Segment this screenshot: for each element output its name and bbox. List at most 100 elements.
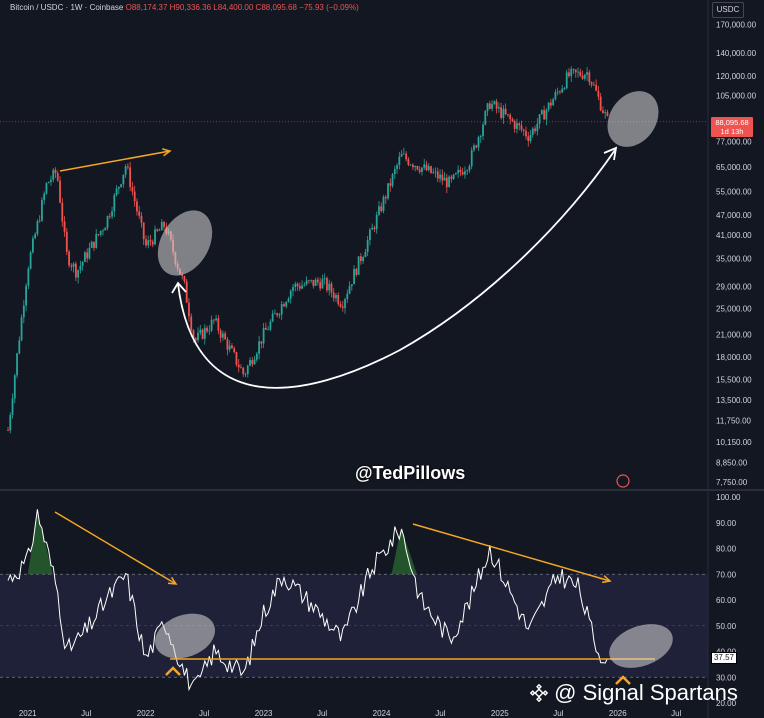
- candle: [197, 332, 199, 341]
- candle: [301, 285, 303, 289]
- candle: [373, 227, 376, 230]
- candle: [88, 247, 91, 259]
- candle: [389, 183, 392, 186]
- candle: [36, 221, 39, 235]
- candle: [285, 301, 288, 307]
- high-value: H90,336.36: [169, 3, 212, 12]
- brand-watermark: @ Signal Spartans: [530, 680, 738, 706]
- candle: [307, 280, 310, 282]
- candle: [509, 114, 512, 120]
- candle: [86, 252, 89, 259]
- candle: [357, 256, 360, 275]
- candle: [599, 96, 602, 111]
- rsi-divergence-arrow-2025-head: [601, 575, 612, 584]
- candle: [142, 222, 145, 240]
- candle: [271, 313, 274, 322]
- candle: [9, 414, 12, 431]
- candle: [432, 172, 435, 174]
- candle: [314, 279, 317, 286]
- candle: [38, 220, 41, 222]
- candle: [163, 221, 165, 227]
- price-tick-label: 10,150.00: [716, 438, 752, 447]
- candle: [208, 330, 211, 332]
- candle: [22, 305, 25, 318]
- candle: [604, 112, 607, 114]
- candle: [341, 306, 344, 308]
- candle: [439, 174, 441, 179]
- candle: [260, 341, 263, 344]
- candle: [457, 169, 460, 174]
- candle: [43, 193, 46, 200]
- candle: [479, 135, 482, 138]
- candle: [378, 206, 380, 215]
- price-tick-label: 13,500.00: [716, 396, 752, 405]
- candle: [602, 110, 604, 113]
- candle: [312, 279, 315, 286]
- candle: [348, 286, 351, 294]
- candles-group: [7, 66, 609, 434]
- candle: [339, 304, 342, 307]
- candle: [369, 229, 371, 241]
- candle: [597, 90, 600, 97]
- candle: [59, 180, 61, 203]
- candle: [221, 333, 224, 338]
- candle: [540, 110, 543, 115]
- candle: [203, 327, 206, 339]
- candle: [61, 202, 64, 222]
- tv-logo-icon: [616, 474, 630, 488]
- candle: [50, 179, 52, 183]
- candle: [563, 88, 566, 90]
- candle: [384, 196, 387, 199]
- time-tick-label: 2022: [137, 709, 155, 718]
- candle: [283, 304, 285, 307]
- candle: [104, 227, 107, 231]
- candle: [529, 134, 532, 141]
- candle: [516, 123, 518, 129]
- rsi-overbought-fill: [27, 512, 53, 575]
- currency-button[interactable]: USDC: [712, 2, 744, 18]
- candle: [231, 345, 233, 349]
- candle: [194, 338, 197, 341]
- candle: [525, 130, 527, 137]
- candle: [486, 103, 489, 112]
- candle: [294, 283, 297, 287]
- candle: [145, 239, 147, 246]
- time-tick-label: 2021: [19, 709, 37, 718]
- last-price-value: 88,095.68: [715, 118, 749, 127]
- candle: [31, 238, 34, 253]
- candle: [588, 72, 591, 83]
- candle: [409, 164, 412, 166]
- price-tick-label: 41,000.00: [716, 231, 752, 240]
- candle: [513, 121, 516, 129]
- candle: [99, 230, 102, 235]
- candle: [188, 302, 190, 317]
- candle: [536, 123, 539, 132]
- rsi-overbought-fill: [391, 527, 417, 575]
- candle: [398, 156, 401, 166]
- candle: [475, 145, 478, 148]
- candle: [543, 110, 546, 120]
- candle: [606, 112, 609, 117]
- candle: [93, 241, 95, 248]
- candle: [120, 184, 123, 187]
- candle: [219, 330, 222, 338]
- candle: [504, 108, 507, 115]
- rsi-tick-label: 70.00: [716, 570, 737, 579]
- rsi-value-tag: 37.57: [711, 652, 737, 664]
- candle: [269, 321, 272, 330]
- candle: [441, 174, 444, 181]
- candle: [568, 72, 570, 77]
- candle: [316, 279, 319, 283]
- candle: [574, 69, 577, 73]
- candle: [328, 283, 331, 291]
- open-value: O88,174.37: [125, 3, 168, 12]
- price-tick-label: 140,000.00: [716, 49, 757, 58]
- rsi-highlight-ellipse-2022: [154, 613, 216, 659]
- candle: [500, 107, 503, 119]
- candle: [495, 101, 498, 109]
- candle: [11, 398, 14, 415]
- rsi-tick-label: 80.00: [716, 545, 737, 554]
- change-value: −75.93 (−0.09%): [299, 3, 359, 12]
- candle: [335, 294, 337, 299]
- candle: [217, 318, 220, 331]
